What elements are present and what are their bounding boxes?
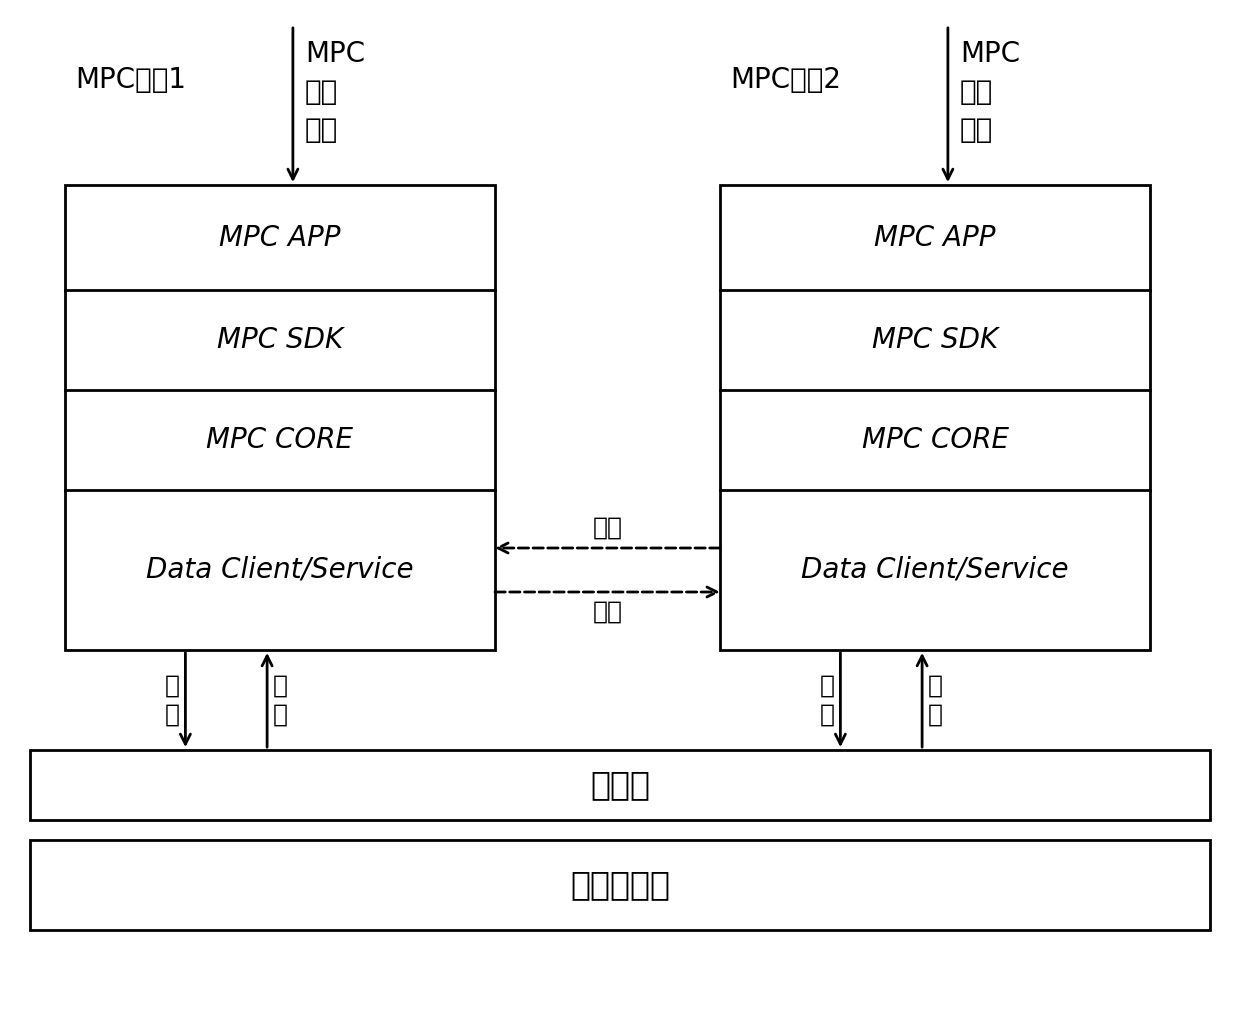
Text: 计算: 计算: [960, 78, 993, 106]
Text: Data Client/Service: Data Client/Service: [801, 556, 1069, 584]
Text: MPC CORE: MPC CORE: [207, 426, 353, 454]
Text: MPC CORE: MPC CORE: [862, 426, 1008, 454]
FancyArrowPatch shape: [495, 587, 717, 597]
Text: Data Client/Service: Data Client/Service: [146, 556, 414, 584]
FancyArrowPatch shape: [498, 543, 720, 553]
Bar: [30, 840, 1210, 930]
Text: 防火墙: 防火墙: [590, 769, 650, 801]
Text: 数据: 数据: [593, 516, 622, 540]
Bar: [30, 750, 1210, 821]
Text: 请求: 请求: [960, 116, 993, 144]
Text: 代理服务器: 代理服务器: [570, 868, 670, 902]
Text: MPC APP: MPC APP: [874, 224, 996, 251]
Bar: [64, 185, 495, 651]
Text: MPC节点1: MPC节点1: [74, 66, 186, 94]
Text: 回
调: 回 调: [928, 673, 944, 727]
Text: MPC SDK: MPC SDK: [872, 326, 998, 354]
Text: MPC节点2: MPC节点2: [730, 66, 841, 94]
Text: MPC SDK: MPC SDK: [217, 326, 343, 354]
Text: 回
调: 回 调: [273, 673, 288, 727]
Text: MPC: MPC: [960, 40, 1021, 68]
Text: MPC APP: MPC APP: [219, 224, 341, 251]
Bar: [720, 185, 1149, 651]
Text: 请求: 请求: [305, 116, 339, 144]
Text: 调
用: 调 用: [165, 673, 180, 727]
Text: 数据: 数据: [593, 600, 622, 624]
Text: 调
用: 调 用: [820, 673, 835, 727]
Text: MPC: MPC: [305, 40, 365, 68]
Text: 计算: 计算: [305, 78, 339, 106]
